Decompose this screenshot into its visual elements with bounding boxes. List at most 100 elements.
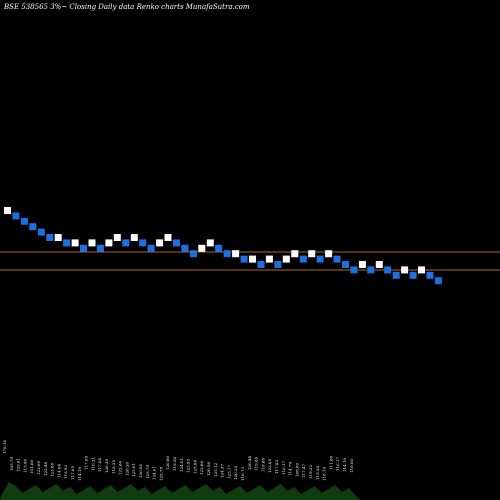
brick-31 [265,255,273,263]
brick-32 [274,261,282,268]
reference-lines [0,251,500,271]
brick-51 [434,277,442,285]
renko-bricks [4,207,442,285]
volume-label-51: 116.00 [349,459,354,473]
volume-label-25: 119.56 [172,457,177,471]
volume-label-13: 110.31 [90,457,95,471]
brick-4 [37,228,45,236]
volume-label-14: 117.84 [97,458,102,472]
volume-label-34: 120.25 [233,466,238,480]
brick-49 [418,266,425,274]
volume-label-22: 124.01 [152,466,157,480]
volume-label-2: 129.61 [16,458,21,472]
volume-label-27: 123.95 [186,459,191,473]
brick-35 [299,255,307,263]
volume-label-21: 125.79 [145,465,150,479]
brick-24 [206,239,214,247]
brick-39 [333,255,341,263]
brick-38 [325,250,333,258]
brick-46 [392,271,400,279]
volume-label-5: 122.09 [36,461,41,475]
brick-14 [122,239,130,247]
brick-42 [358,261,366,268]
brick-45 [384,266,392,274]
volume-label-41: 116.17 [281,461,286,475]
volume-label-19: 125.01 [131,463,136,477]
brick-25 [215,244,223,252]
brick-29 [249,255,256,263]
brick-40 [342,261,349,268]
volume-label-44: 117.47 [301,464,306,478]
brick-6 [54,234,62,241]
brick-9 [80,244,87,252]
brick-37 [316,255,324,263]
brick-44 [375,261,383,268]
volume-label-45: 119.22 [308,465,313,479]
volume-label-36: 120.44 [247,456,252,470]
brick-27 [232,250,240,258]
brick-34 [291,250,299,258]
brick-22 [189,250,197,258]
chart-title: BSE 538565 3%~ Closing Daily data Renko … [3,3,250,11]
brick-16 [139,239,147,247]
volume-label-15: 126.39 [104,459,109,473]
volume-label-0: 178.16 [2,440,7,454]
brick-19 [164,234,172,241]
brick-36 [308,250,316,258]
volume-label-33: 123.17 [226,465,231,479]
volume-label-32: 124.37 [220,464,225,478]
brick-5 [46,234,54,241]
brick-18 [156,239,164,247]
volume-label-6: 122.48 [43,462,48,476]
volume-label-29: 122.66 [199,461,204,475]
brick-2 [20,217,28,225]
volume-fill [0,482,360,500]
volume-label-35: 116.73 [240,467,245,481]
volume-label-11: 114.19 [77,467,82,481]
volume-label-48: 111.88 [328,456,333,470]
volume-label-38: 118.88 [260,458,265,472]
volume-label-37: 119.86 [254,457,259,471]
brick-47 [401,266,409,274]
brick-15 [130,234,138,241]
brick-3 [29,223,37,231]
volume-label-12: 117.68 [84,456,89,470]
volume-label-17: 122.66 [118,461,123,475]
brick-13 [113,234,121,241]
volume-label-49: 116.17 [335,457,340,471]
brick-12 [105,239,113,247]
brick-33 [282,255,290,263]
brick-20 [173,239,180,247]
brick-8 [71,239,79,247]
volume-label-16: 118.25 [111,460,116,474]
volume-label-8: 114.84 [56,464,61,478]
brick-0 [4,207,11,214]
brick-28 [240,255,248,263]
brick-48 [409,271,417,279]
volume-label-50: 114.10 [342,458,347,472]
volume-label-26: 124.01 [179,458,184,472]
brick-21 [181,244,189,252]
volume-label-3: 113.90 [22,459,27,473]
volume-label-20: 130.06 [138,464,143,478]
brick-1 [12,212,20,220]
volume-label-7: 123.08 [50,463,55,477]
volume-label-28: 125.84 [192,460,197,474]
volume-label-42: 114.79 [288,462,293,476]
volume-label-31: 125.12 [213,463,218,477]
brick-17 [147,244,155,252]
volume-area [0,482,360,500]
brick-7 [63,239,71,247]
brick-30 [257,261,265,268]
volume-label-4: 101.66 [29,460,34,474]
brick-11 [96,244,104,252]
volume-label-39: 122.05 [267,459,272,473]
volume-label-24: 120.00 [165,456,170,470]
volume-label-10: 117.85 [70,466,75,480]
volume-label-18: 126.20 [124,462,129,476]
volume-label-43: 108.00 [294,463,299,477]
brick-43 [367,266,375,274]
brick-50 [426,271,434,279]
